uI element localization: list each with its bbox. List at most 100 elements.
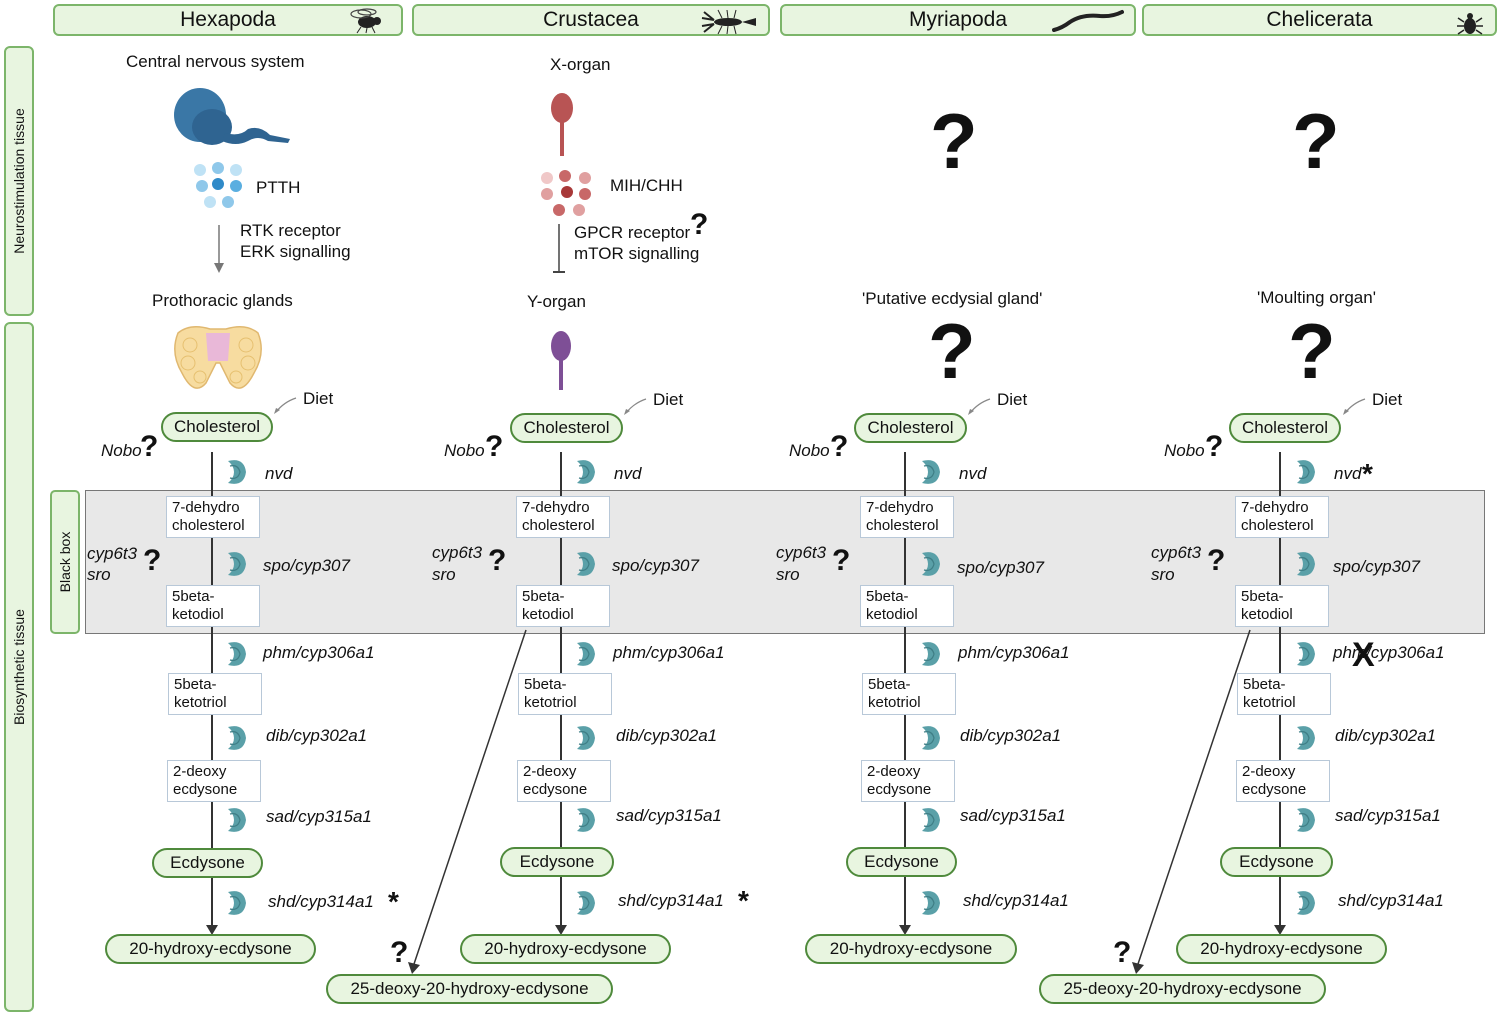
- myriapoda-diet-arrow: [968, 398, 991, 415]
- chelicerata-25-deoxy-20-hydroxy-ecdysone: 25-deoxy-20-hydroxy-ecdysone: [1039, 974, 1326, 1004]
- chelicerata-sro: sro: [1151, 565, 1175, 584]
- hexapoda-5beta-ketotriol: 5beta- ketotriol: [168, 673, 262, 715]
- hexapoda-hormone: PTTH: [256, 178, 301, 197]
- crustacea-25-deoxy-question: ?: [390, 936, 409, 969]
- prothoracic-gland-icon: [174, 326, 262, 389]
- hexapoda-5beta-ketodiol: 5beta- ketodiol: [166, 585, 260, 627]
- crustacea-receptor-question: ?: [690, 208, 709, 241]
- crustacea-shd: shd/cyp314a1: [618, 891, 724, 910]
- myriapoda-spo-enzyme-icon: [918, 550, 942, 578]
- myriapoda-cyp6t3-question: ?: [832, 544, 851, 577]
- chelicerata-nobo: Nobo: [1164, 441, 1205, 460]
- hexapoda-2-deoxy-ecdysone: 2-deoxy ecdysone: [167, 760, 261, 802]
- hexapoda-cyp6t3-question: ?: [143, 544, 162, 577]
- hexapoda-gland: Prothoracic glands: [152, 291, 293, 310]
- header-myriapoda: Myriapoda: [780, 4, 1136, 36]
- myriapoda-shd-enzyme-icon: [918, 889, 942, 917]
- crustacea-diet-arrow: [624, 398, 647, 415]
- myriapoda-dib-enzyme-icon: [918, 724, 942, 752]
- myriapoda-spo: spo/cyp307: [957, 558, 1044, 577]
- crustacea-nobo: Nobo: [444, 441, 485, 460]
- hexapoda-sro: sro: [87, 565, 111, 584]
- hexapoda-nobo: Nobo: [101, 441, 142, 460]
- cns-brain-icon: [174, 88, 290, 145]
- chelicerata-sad-enzyme-icon: [1293, 806, 1317, 834]
- crustacea-sad-enzyme-icon: [573, 806, 597, 834]
- chelicerata-phm: phm/cyp306a1: [1333, 643, 1445, 662]
- crustacea-nvd-enzyme-icon: [573, 458, 597, 486]
- crustacea-nvd: nvd: [614, 464, 642, 483]
- chelicerata-phm-cross: X: [1352, 636, 1375, 674]
- hexapoda-neuro-tissue: Central nervous system: [126, 52, 305, 71]
- chelicerata-diet: Diet: [1372, 390, 1403, 409]
- crustacea-sro: sro: [432, 565, 456, 584]
- myriapoda-gland-question: ?: [928, 307, 976, 395]
- biosynthetic-tissue-label: Biosynthetic tissue: [4, 322, 34, 1012]
- header-hexapoda: Hexapoda: [53, 4, 403, 36]
- crustacea-hormone: MIH/CHH: [610, 176, 683, 195]
- crustacea-inhibit-line: [553, 224, 565, 273]
- chelicerata-dib: dib/cyp302a1: [1335, 726, 1437, 745]
- chelicerata-cyp6t3: cyp6t3: [1151, 543, 1202, 562]
- chelicerata-20-hydroxy-ecdysone: 20-hydroxy-ecdysone: [1176, 934, 1387, 964]
- crustacea-dib: dib/cyp302a1: [616, 726, 718, 745]
- header-crustacea-label: Crustacea: [543, 8, 639, 31]
- myriapoda-neuro-question: ?: [930, 97, 978, 185]
- hexapoda-sad-enzyme-icon: [224, 806, 248, 834]
- crustacea-final-arrowhead: [555, 925, 567, 935]
- crustacea-phm: phm/cyp306a1: [613, 643, 725, 662]
- header-crustacea: Crustacea: [412, 4, 770, 36]
- crustacea-sad: sad/cyp315a1: [616, 806, 722, 825]
- hexapoda-cholesterol: Cholesterol: [161, 412, 273, 442]
- header-chelicerata: Chelicerata: [1142, 4, 1497, 36]
- myriapoda-5beta-ketodiol: 5beta- ketodiol: [860, 585, 954, 627]
- hexapoda-signal-arrow: [214, 225, 224, 273]
- crustacea-gland: Y-organ: [527, 292, 586, 311]
- chelicerata-ecdysone: Ecdysone: [1220, 847, 1333, 877]
- chelicerata-nvd-star: *: [1362, 458, 1373, 489]
- myriapoda-5beta-ketotriol: 5beta- ketotriol: [862, 673, 956, 715]
- header-chelicerata-label: Chelicerata: [1266, 8, 1373, 31]
- crustacea-cyp6t3-question: ?: [488, 544, 507, 577]
- chelicerata-shd-enzyme-icon: [1293, 889, 1317, 917]
- crayfish-icon: [701, 9, 756, 35]
- myriapoda-phm: phm/cyp306a1: [958, 643, 1070, 662]
- myriapoda-phm-enzyme-icon: [918, 640, 942, 668]
- chelicerata-sad: sad/cyp315a1: [1335, 806, 1441, 825]
- crustacea-2-deoxy-ecdysone: 2-deoxy ecdysone: [517, 760, 611, 802]
- hexapoda-diet-arrow: [274, 397, 297, 414]
- crustacea-25-deoxy-20-hydroxy-ecdysone: 25-deoxy-20-hydroxy-ecdysone: [326, 974, 613, 1004]
- myriapoda-sad: sad/cyp315a1: [960, 806, 1066, 825]
- header-myriapoda-label: Myriapoda: [908, 8, 1008, 31]
- crustacea-nobo-question: ?: [485, 430, 504, 463]
- ptth-molecules-icon: [194, 162, 242, 208]
- myriapoda-final-arrowhead: [899, 925, 911, 935]
- myriapoda-cyp6t3: cyp6t3: [776, 543, 827, 562]
- crustacea-receptor-1: GPCR receptor: [574, 223, 691, 242]
- chelicerata-cholesterol: Cholesterol: [1229, 413, 1341, 443]
- myriapoda-ecdysone: Ecdysone: [846, 847, 957, 877]
- crustacea-spo-enzyme-icon: [573, 550, 597, 578]
- hexapoda-spo-enzyme-icon: [224, 550, 248, 578]
- millipede-icon: [1052, 10, 1124, 32]
- myriapoda-nobo: Nobo: [789, 441, 830, 460]
- crustacea-neuro-tissue: X-organ: [550, 55, 611, 74]
- crustacea-20-hydroxy-ecdysone: 20-hydroxy-ecdysone: [460, 934, 671, 964]
- crustacea-5beta-ketodiol: 5beta- ketodiol: [516, 585, 610, 627]
- crustacea-25-deoxy-arrow: [408, 629, 527, 974]
- hexapoda-dib: dib/cyp302a1: [266, 726, 368, 745]
- crustacea-receptor-2: mTOR signalling: [574, 244, 700, 263]
- crustacea-shd-enzyme-icon: [573, 889, 597, 917]
- myriapoda-nvd-enzyme-icon: [918, 458, 942, 486]
- chelicerata-neuro-question: ?: [1292, 97, 1340, 185]
- chelicerata-nvd-enzyme-icon: [1293, 458, 1317, 486]
- hexapoda-sad: sad/cyp315a1: [266, 807, 372, 826]
- hexapoda-receptor-1: RTK receptor: [240, 221, 341, 240]
- chelicerata-5beta-ketotriol: 5beta- ketotriol: [1237, 673, 1331, 715]
- crustacea-spo: spo/cyp307: [612, 556, 699, 575]
- chelicerata-spo: spo/cyp307: [1333, 557, 1420, 576]
- hexapoda-shd-star: *: [388, 886, 399, 917]
- hexapoda-7-dehydro-cholesterol: 7-dehydro cholesterol: [166, 496, 260, 538]
- chelicerata-25-deoxy-question: ?: [1113, 936, 1132, 969]
- myriapoda-shd: shd/cyp314a1: [963, 891, 1069, 910]
